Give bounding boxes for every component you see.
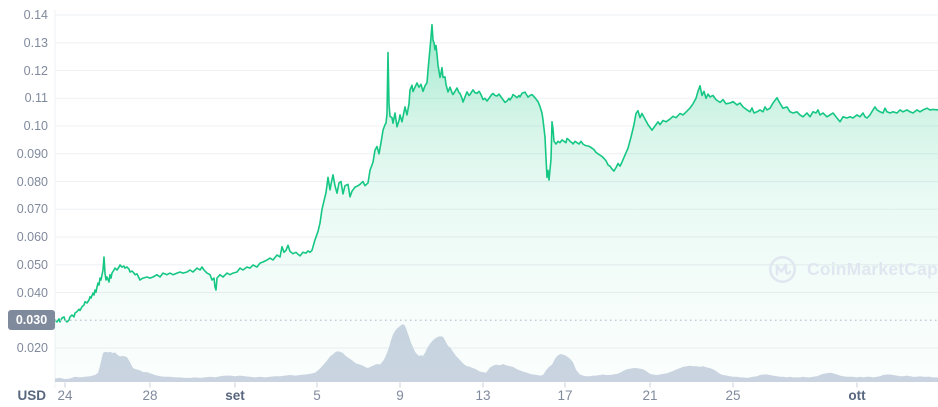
price-area-fill bbox=[55, 24, 938, 382]
y-axis-tick-label: 0.060 bbox=[16, 230, 48, 244]
y-axis-tick-label: 0.050 bbox=[16, 258, 48, 272]
baseline-price-badge: 0.030 bbox=[8, 310, 55, 330]
x-axis-tick-label: set bbox=[225, 388, 245, 403]
x-axis-tick-label: 5 bbox=[313, 388, 321, 403]
currency-unit-label: USD bbox=[17, 388, 46, 403]
x-axis-tick-label: 9 bbox=[396, 388, 404, 403]
x-axis-tick-label: 25 bbox=[725, 388, 741, 403]
y-axis-tick-label: 0.090 bbox=[16, 147, 48, 161]
y-axis-tick-label: 0.13 bbox=[23, 36, 48, 50]
y-axis-tick-label: 0.080 bbox=[16, 175, 48, 189]
y-axis-tick-label: 0.10 bbox=[23, 119, 48, 133]
x-axis-tick-label: ott bbox=[848, 388, 866, 403]
x-axis-tick-label: 21 bbox=[642, 388, 658, 403]
price-line bbox=[54, 23, 938, 323]
y-axis-tick-label: 0.11 bbox=[24, 91, 48, 105]
y-axis-tick-label: 0.070 bbox=[16, 202, 48, 216]
x-axis-tick-label: 28 bbox=[142, 388, 158, 403]
y-axis-tick-label: 0.020 bbox=[16, 341, 48, 355]
y-axis-tick-label: 0.14 bbox=[23, 8, 48, 22]
x-axis-tick-label: 13 bbox=[475, 388, 491, 403]
y-axis-tick-label: 0.12 bbox=[23, 64, 48, 78]
y-axis-tick-label: 0.040 bbox=[16, 286, 48, 300]
x-axis-tick-label: 17 bbox=[557, 388, 573, 403]
x-axis-tick-label: 24 bbox=[57, 388, 73, 403]
